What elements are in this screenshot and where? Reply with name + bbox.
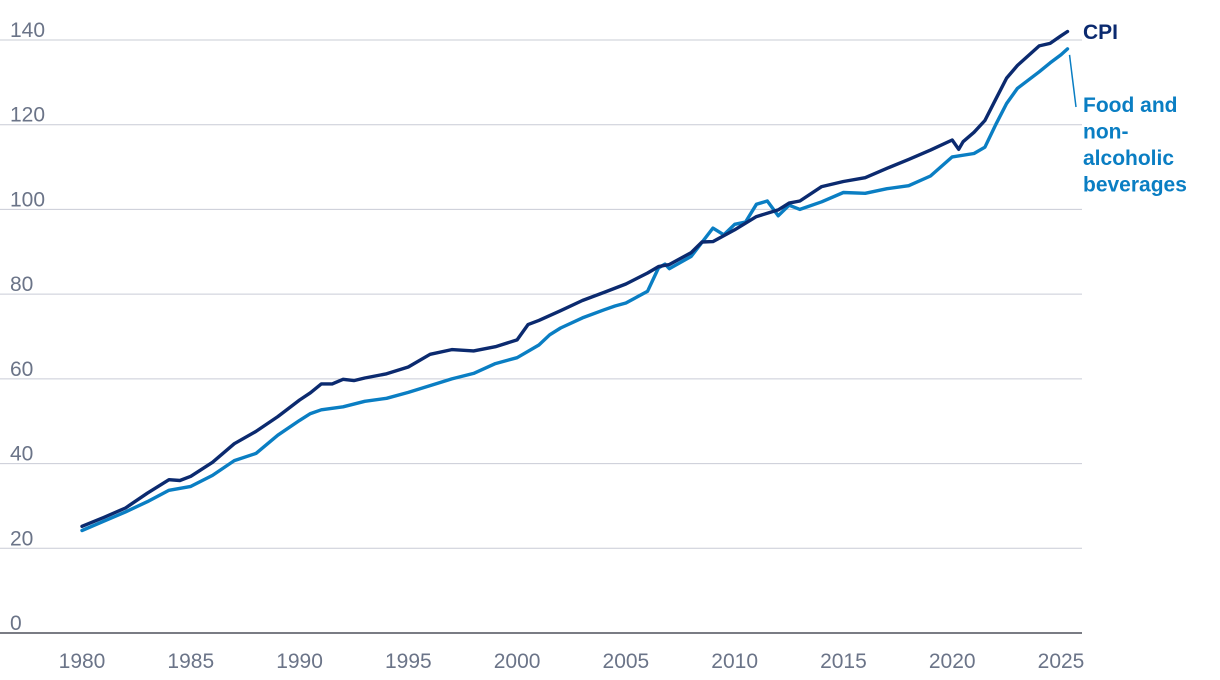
x-tick-label: 2005	[603, 650, 650, 673]
legend: CPI Food and non-alcoholic beverages	[1068, 21, 1187, 197]
legend-label-cpi: CPI	[1083, 21, 1118, 44]
gridlines	[0, 39, 1082, 549]
y-tick-label: 40	[10, 443, 33, 466]
legend-label-food: alcoholic	[1083, 147, 1174, 170]
x-tick-label: 1980	[59, 650, 106, 673]
series-lines	[80, 29, 1070, 533]
x-tick-label: 2020	[929, 650, 976, 673]
x-tick-label: 2000	[494, 650, 541, 673]
x-tick-label: 2015	[820, 650, 867, 673]
x-tick-label: 1990	[276, 650, 323, 673]
series-line-food	[80, 47, 1070, 533]
y-axis-ticks: 0 20 40 60 80 100 120 140	[10, 19, 45, 635]
series-line-cpi	[80, 29, 1070, 528]
legend-leader-food	[1068, 54, 1077, 108]
legend-label-food: beverages	[1083, 174, 1187, 197]
x-axis-ticks: 1980 1985 1990 1995 2000 2005 2010 2015 2020 2025	[59, 650, 1085, 673]
x-tick-label: 2010	[711, 650, 758, 673]
y-tick-label: 20	[10, 527, 33, 550]
legend-label-food: Food and	[1083, 94, 1177, 117]
x-tick-label: 1995	[385, 650, 432, 673]
x-tick-label: 1985	[167, 650, 214, 673]
y-tick-label: 140	[10, 19, 45, 42]
y-tick-label: 120	[10, 104, 45, 127]
legend-label-food: non-	[1083, 121, 1128, 144]
y-tick-label: 60	[10, 358, 33, 381]
x-tick-label: 2025	[1038, 650, 1085, 673]
y-tick-label: 100	[10, 188, 45, 211]
y-tick-label: 80	[10, 273, 33, 296]
y-tick-label: 0	[10, 612, 22, 635]
